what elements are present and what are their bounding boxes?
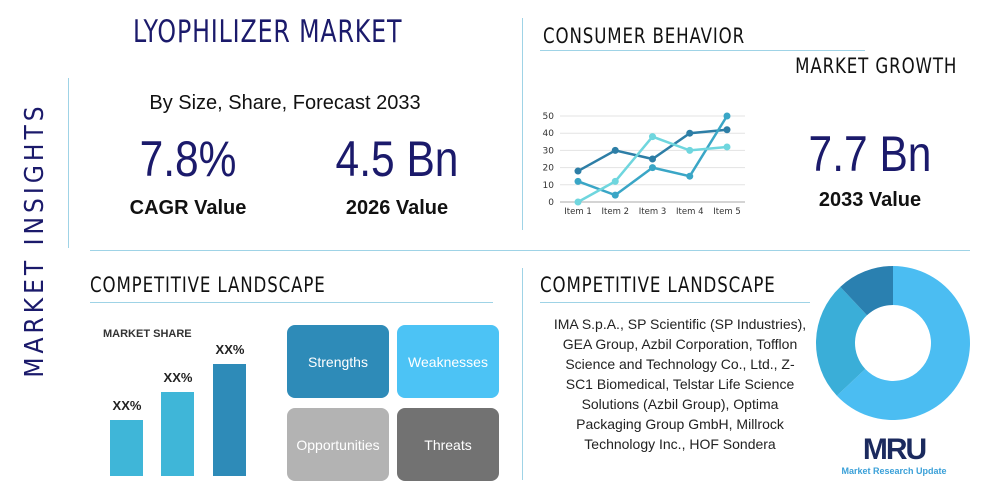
2033-value: 7.7 Bn <box>808 126 932 182</box>
swot-opportunities[interactable]: Opportunities <box>287 408 389 481</box>
line-chart: 0 10 20 30 40 50 Item 1 Item 2 Item 3 Item 4 Item … <box>543 112 745 217</box>
donut-chart <box>816 266 970 420</box>
data-point <box>611 177 619 185</box>
divider <box>90 302 493 303</box>
divider <box>90 250 970 251</box>
y-tick-label: 50 <box>543 112 555 122</box>
company-line: Packaging Group GmbH, Millrock <box>576 416 784 432</box>
data-point <box>611 146 619 154</box>
competitive-right-title: COMPETITIVE LANDSCAPE <box>540 273 776 297</box>
data-point <box>723 143 731 151</box>
x-tick-label: Item 5 <box>713 207 740 217</box>
data-point <box>574 167 582 175</box>
swot-label: Strengths <box>308 353 368 370</box>
company-line: GEA Group, Azbil Corporation, Tofflon <box>562 336 798 352</box>
y-tick-label: 0 <box>548 198 554 208</box>
bar <box>213 364 246 476</box>
divider <box>522 268 523 480</box>
data-point <box>574 177 582 185</box>
company-line: Technology Inc., HOF Sondera <box>584 436 776 452</box>
x-tick-label: Item 4 <box>676 207 703 217</box>
swot-label: Threats <box>424 436 472 453</box>
company-line: Solutions (Azbil Group), Optima <box>581 396 779 412</box>
bar-label: XX% <box>215 342 245 357</box>
donut-slice <box>816 286 867 396</box>
donut-slice <box>840 266 893 316</box>
divider <box>540 302 810 303</box>
market-growth-title: MARKET GROWTH <box>794 54 957 78</box>
divider <box>522 18 523 230</box>
divider <box>540 50 865 51</box>
2026-label: 2026 Value <box>345 197 449 219</box>
swot-label: Weaknesses <box>408 353 488 370</box>
y-tick-label: 30 <box>543 146 555 156</box>
company-line: SC1 Biomedical, Telstar Life Science <box>565 376 795 392</box>
2033-label: 2033 Value <box>818 189 922 211</box>
logo: MRU Market Research Update <box>830 433 958 477</box>
company-list: IMA S.p.A., SP Scientific (SP Industries… <box>540 314 820 454</box>
donut-slice <box>836 266 970 420</box>
data-point <box>686 146 694 154</box>
data-point <box>686 129 694 137</box>
divider <box>68 78 69 248</box>
x-tick-label: Item 2 <box>602 207 629 217</box>
bar <box>110 420 143 476</box>
data-point <box>686 172 694 180</box>
data-point <box>649 164 656 172</box>
swot-strengths[interactable]: Strengths <box>287 325 389 398</box>
logo-mark: MRU <box>862 433 927 466</box>
y-tick-label: 40 <box>543 129 555 139</box>
competitive-left-title: COMPETITIVE LANDSCAPE <box>90 273 326 297</box>
company-line: IMA S.p.A., SP Scientific (SP Industries… <box>553 316 807 332</box>
cagr-label: CAGR Value <box>129 197 247 219</box>
company-line: Science and Technology Co., Ltd., Z- <box>565 356 795 372</box>
x-tick-label: Item 3 <box>639 207 666 217</box>
bar-label: XX% <box>163 370 193 385</box>
data-point <box>723 112 731 120</box>
data-point <box>611 191 619 199</box>
data-point <box>649 155 656 163</box>
data-point <box>574 198 582 206</box>
subtitle: By Size, Share, Forecast 2033 <box>149 92 421 114</box>
logo-name: Market Research Update <box>841 466 947 476</box>
2026-value: 4.5 Bn <box>335 131 459 187</box>
data-point <box>723 126 731 134</box>
bar-label: XX% <box>112 398 142 413</box>
data-point <box>649 133 656 141</box>
y-tick-label: 10 <box>543 181 555 191</box>
page-title: LYOPHILIZER MARKET <box>133 14 403 50</box>
side-title: MARKET INSIGHTS <box>20 102 50 378</box>
swot-threats[interactable]: Threats <box>397 408 499 481</box>
swot-weaknesses[interactable]: Weaknesses <box>397 325 499 398</box>
cagr-value: 7.8% <box>139 131 237 187</box>
market-share-title: MARKET SHARE <box>103 328 192 340</box>
y-tick-label: 20 <box>543 164 555 174</box>
consumer-title: CONSUMER BEHAVIOR <box>543 24 746 48</box>
x-tick-label: Item 1 <box>564 207 591 217</box>
swot-label: Opportunities <box>296 436 380 453</box>
bar <box>161 392 194 476</box>
